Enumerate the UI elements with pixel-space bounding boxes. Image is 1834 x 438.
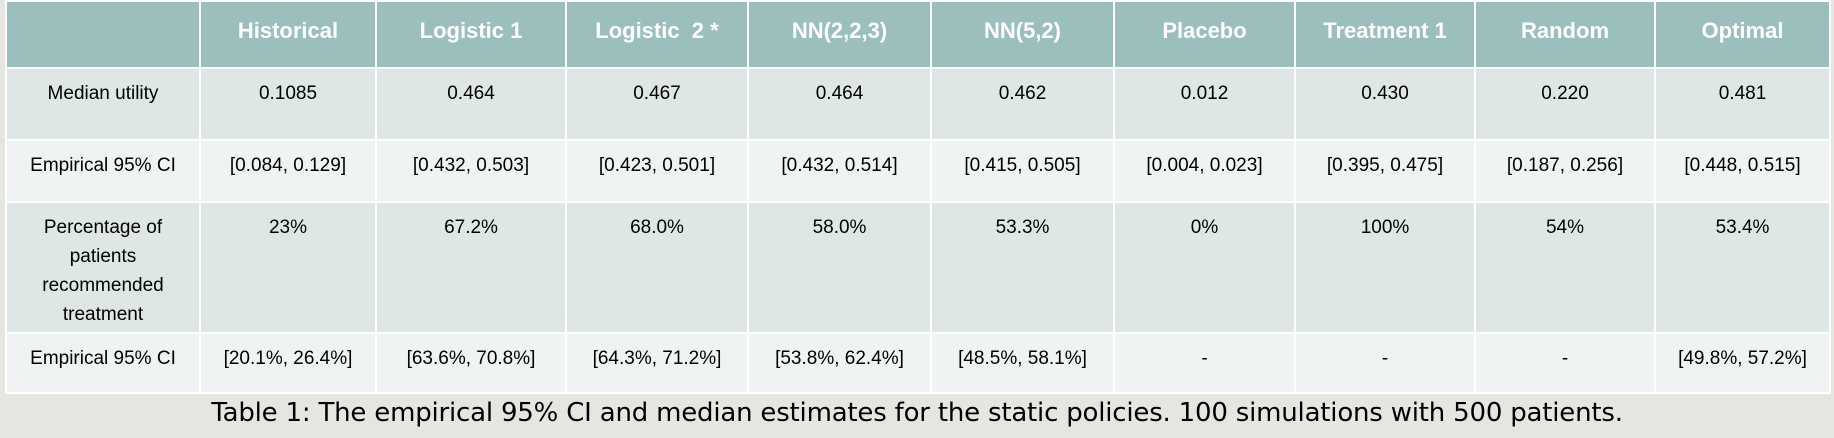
table-cell: [64.3%, 71.2%]: [565, 332, 749, 394]
table-cell: 0.1085: [199, 67, 377, 141]
table-row: Median utility 0.1085 0.464 0.467 0.464 …: [5, 67, 1831, 141]
table-cell: 58.0%: [747, 201, 932, 334]
table-cell: 0.464: [747, 67, 932, 141]
row-label: Median utility: [5, 67, 201, 141]
table-cell: 68.0%: [565, 201, 749, 334]
header-logistic-2: Logistic 2 *: [565, 0, 749, 69]
table-cell: [0.415, 0.505]: [930, 139, 1115, 203]
header-corner: [5, 0, 201, 69]
table-cell: [0.432, 0.503]: [375, 139, 567, 203]
table-cell: [49.8%, 57.2%]: [1654, 332, 1831, 394]
header-optimal: Optimal: [1654, 0, 1831, 69]
table-cell: 0.220: [1474, 67, 1656, 141]
table-cell: 67.2%: [375, 201, 567, 334]
table-cell: [48.5%, 58.1%]: [930, 332, 1115, 394]
table-cell: [0.187, 0.256]: [1474, 139, 1656, 203]
table-caption: Table 1: The empirical 95% CI and median…: [211, 398, 1623, 428]
table-cell: 0.012: [1113, 67, 1296, 141]
table-cell: -: [1474, 332, 1656, 394]
table-cell: [0.423, 0.501]: [565, 139, 749, 203]
row-label: Empirical 95% CI: [5, 332, 201, 394]
header-random: Random: [1474, 0, 1656, 69]
table-cell: 0.467: [565, 67, 749, 141]
table-cell: [0.432, 0.514]: [747, 139, 932, 203]
row-label: Empirical 95% CI: [5, 139, 201, 203]
table-cell: [0.004, 0.023]: [1113, 139, 1296, 203]
header-row: Historical Logistic 1 Logistic 2 * NN(2,…: [5, 0, 1831, 69]
table-row: Empirical 95% CI [0.084, 0.129] [0.432, …: [5, 139, 1831, 203]
table-cell: 0.481: [1654, 67, 1831, 141]
table-row: Percentage of patients recommended treat…: [5, 201, 1831, 334]
table-cell: [20.1%, 26.4%]: [199, 332, 377, 394]
table-cell: 0%: [1113, 201, 1296, 334]
header-historical: Historical: [199, 0, 377, 69]
table-cell: 0.462: [930, 67, 1115, 141]
table-cell: [0.448, 0.515]: [1654, 139, 1831, 203]
table-cell: 0.464: [375, 67, 567, 141]
table-row: Empirical 95% CI [20.1%, 26.4%] [63.6%, …: [5, 332, 1831, 394]
table-cell: [0.084, 0.129]: [199, 139, 377, 203]
table-cell: -: [1294, 332, 1476, 394]
header-logistic-1: Logistic 1: [375, 0, 567, 69]
table-cell: 100%: [1294, 201, 1476, 334]
table-cell: [0.395, 0.475]: [1294, 139, 1476, 203]
table-cell: 54%: [1474, 201, 1656, 334]
header-nn-2-2-3: NN(2,2,3): [747, 0, 932, 69]
row-label: Percentage of patients recommended treat…: [5, 201, 201, 334]
table-cell: [63.6%, 70.8%]: [375, 332, 567, 394]
header-treatment-1: Treatment 1: [1294, 0, 1476, 69]
header-placebo: Placebo: [1113, 0, 1296, 69]
results-table-container: Historical Logistic 1 Logistic 2 * NN(2,…: [5, 0, 1831, 394]
results-table: Historical Logistic 1 Logistic 2 * NN(2,…: [5, 0, 1831, 394]
header-nn-5-2: NN(5,2): [930, 0, 1115, 69]
table-cell: 53.3%: [930, 201, 1115, 334]
table-cell: 23%: [199, 201, 377, 334]
table-cell: [53.8%, 62.4%]: [747, 332, 932, 394]
table-cell: -: [1113, 332, 1296, 394]
table-cell: 0.430: [1294, 67, 1476, 141]
table-cell: 53.4%: [1654, 201, 1831, 334]
